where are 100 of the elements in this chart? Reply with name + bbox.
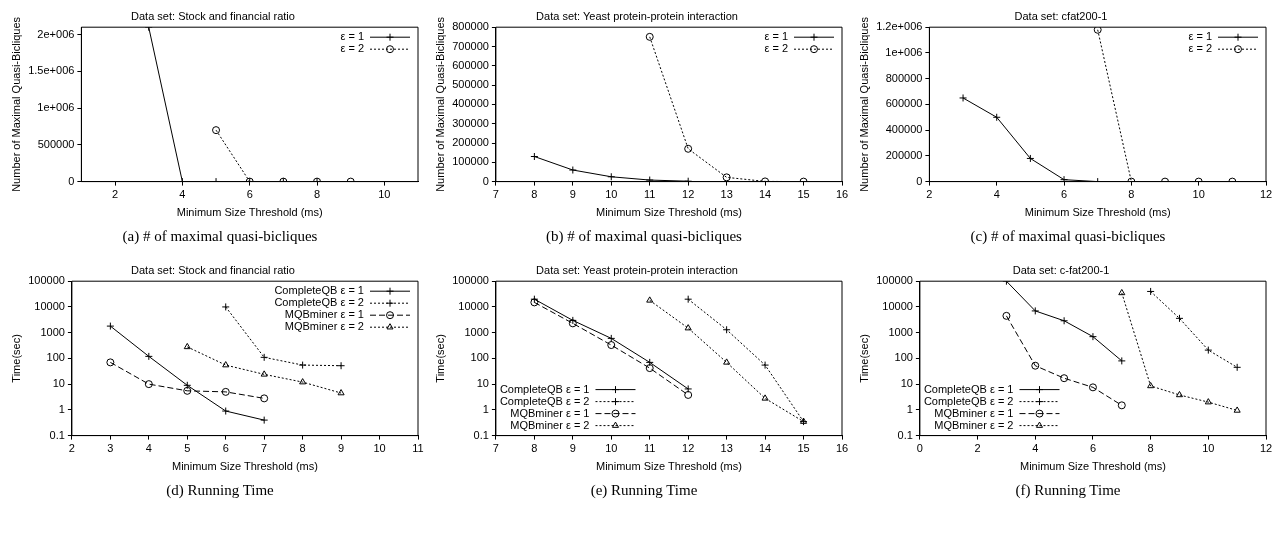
x-tick-label: 13: [720, 188, 733, 201]
x-tick-label: 7: [492, 442, 499, 455]
y-tick-label: 10: [476, 377, 489, 390]
y-axis-title: Time(sec): [433, 334, 446, 383]
text: (b) # of maximal quasi-bicliques: [545, 227, 743, 246]
legend-label: ε = 1: [1188, 30, 1212, 43]
x-tick-label: 10: [1202, 442, 1215, 455]
x-tick-label: 8: [1128, 188, 1135, 201]
y-tick-label: 10: [52, 377, 65, 390]
y-tick-label: 100000: [452, 155, 489, 168]
x-tick-label: 4: [1032, 442, 1039, 455]
y-axis-title: Time(sec): [857, 334, 870, 383]
x-tick-label: 6: [222, 442, 229, 455]
y-tick-label: 0: [916, 174, 923, 187]
x-tick-label: 11: [644, 442, 656, 455]
x-tick-label: 2: [926, 188, 933, 201]
x-tick-label: 8: [531, 188, 538, 201]
text: (e) Running Time: [589, 481, 699, 500]
legend-label: MQBminer ε = 2: [284, 320, 364, 333]
y-tick-label: 1000: [40, 325, 65, 338]
text: (a) # of maximal quasi-bicliques: [121, 227, 319, 246]
y-tick-label: 1: [482, 402, 489, 415]
y-tick-label: 0: [68, 174, 75, 187]
chart-title: Data set: Yeast protein-protein interaction: [536, 263, 738, 276]
x-tick-label: 14: [758, 188, 772, 201]
x-tick-label: 7: [492, 188, 499, 201]
x-axis-title: Minimum Size Threshold (ms): [596, 460, 742, 473]
y-tick-label: 1: [58, 402, 65, 415]
y-tick-label: 800000: [885, 71, 923, 84]
x-tick-label: 10: [378, 188, 391, 201]
legend-label: CompleteQB ε = 2: [274, 296, 364, 309]
y-tick-label: 1.2e+006: [876, 20, 923, 33]
x-tick-label: 12: [1259, 188, 1273, 201]
chart-title: Data set: Stock and financial ratio: [131, 9, 295, 22]
x-tick-label: 8: [531, 442, 538, 455]
x-tick-label: 11: [644, 188, 656, 201]
legend-label: MQBminer ε = 2: [510, 418, 590, 431]
y-tick-label: 100: [470, 351, 489, 364]
x-axis-title: Minimum Size Threshold (ms): [596, 206, 742, 219]
x-tick-label: 10: [1192, 188, 1205, 201]
text: (d) Running Time: [165, 481, 275, 500]
x-tick-label: 2: [68, 442, 75, 455]
x-tick-label: 12: [682, 442, 695, 455]
y-axis-title: Number of Maximal Quasi-Bicliques: [433, 16, 446, 192]
y-tick-label: 800000: [452, 20, 489, 33]
x-tick-label: 2: [974, 442, 981, 455]
legend-label: ε = 1: [340, 30, 364, 43]
x-axis-title: Minimum Size Threshold (ms): [1020, 460, 1166, 473]
chart-title: Data set: Stock and financial ratio: [131, 263, 295, 276]
x-tick-label: 10: [605, 188, 618, 201]
x-tick-label: 8: [299, 442, 306, 455]
x-tick-label: 10: [373, 442, 386, 455]
legend-label: MQBminer ε = 1: [510, 406, 590, 419]
y-tick-label: 300000: [452, 116, 489, 129]
y-tick-label: 0: [482, 174, 489, 187]
legend-label: MQBminer ε = 1: [934, 406, 1014, 419]
x-tick-label: 7: [261, 442, 268, 455]
x-tick-label: 6: [1089, 442, 1097, 455]
x-tick-label: 9: [569, 442, 576, 455]
legend-label: ε = 2: [764, 42, 788, 55]
chart-title: Data set: Yeast protein-protein interaction: [536, 9, 738, 22]
x-tick-label: 16: [835, 442, 849, 455]
y-tick-label: 2e+006: [37, 27, 75, 40]
y-tick-label: 100000: [28, 274, 65, 287]
y-tick-label: 500000: [452, 78, 489, 91]
x-tick-label: 4: [179, 188, 186, 201]
x-axis-title: Minimum Size Threshold (ms): [176, 206, 323, 219]
x-tick-label: 4: [145, 442, 152, 455]
y-tick-label: 400000: [885, 123, 923, 136]
x-tick-label: 13: [720, 442, 733, 455]
text: (f) Running Time: [1014, 481, 1122, 500]
legend-label: MQBminer ε = 1: [284, 308, 364, 321]
y-tick-label: 1000: [888, 325, 913, 338]
y-tick-label: 1000: [464, 325, 489, 338]
x-tick-label: 8: [313, 188, 321, 201]
y-axis-title: Number of Maximal Quasi-Bicliques: [857, 16, 870, 192]
y-tick-label: 100: [46, 351, 65, 364]
legend-label: ε = 2: [1188, 42, 1212, 55]
x-tick-label: 16: [835, 188, 849, 201]
y-axis-title: Time(sec): [9, 334, 22, 383]
x-tick-label: 5: [184, 442, 191, 455]
y-tick-label: 10000: [882, 299, 913, 312]
legend-label: CompleteQB ε = 1: [274, 284, 364, 297]
legend-label: CompleteQB ε = 2: [499, 394, 590, 407]
y-tick-label: 500000: [37, 137, 75, 150]
x-axis-title: Minimum Size Threshold (ms): [172, 460, 318, 473]
y-tick-label: 1e+006: [37, 101, 75, 114]
y-tick-label: 100: [894, 351, 913, 364]
x-tick-label: 10: [605, 442, 618, 455]
x-tick-label: 15: [797, 188, 810, 201]
y-tick-label: 100000: [876, 274, 913, 287]
x-tick-label: 12: [682, 188, 695, 201]
y-tick-label: 100000: [452, 274, 489, 287]
y-tick-label: 0.1: [49, 428, 65, 441]
x-axis-title: Minimum Size Threshold (ms): [1024, 206, 1171, 219]
y-tick-label: 10: [900, 377, 913, 390]
y-tick-label: 600000: [452, 58, 489, 71]
x-tick-label: 11: [412, 442, 424, 455]
y-axis-title: Number of Maximal Quasi-Bicliques: [9, 16, 22, 192]
y-tick-label: 0.1: [897, 428, 913, 441]
